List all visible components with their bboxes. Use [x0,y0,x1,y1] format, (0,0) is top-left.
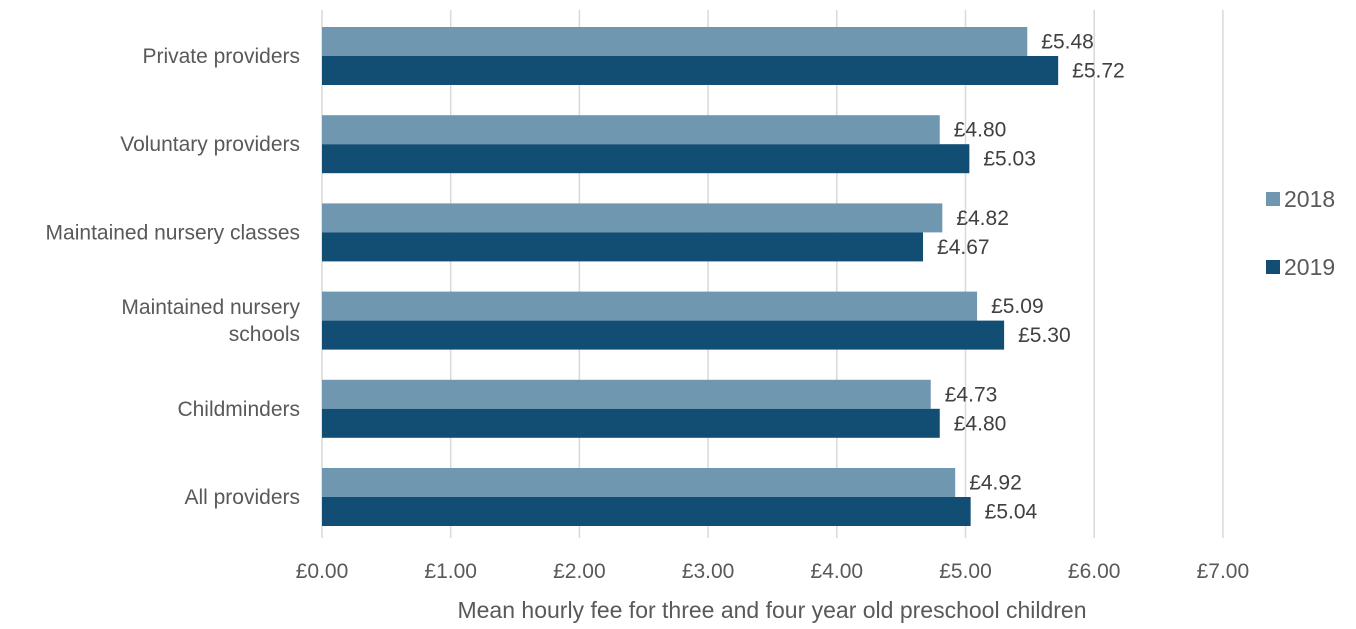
bar-2018 [322,379,931,409]
bar-2019 [322,144,970,174]
x-tick-label: £2.00 [553,560,606,583]
bar-2018 [322,291,978,321]
legend-swatch-2019 [1266,260,1280,274]
category-label: Childminders [177,398,300,421]
data-label-2018: £4.73 [945,383,998,406]
data-label-2018: £4.92 [969,472,1022,495]
category-label: Private providers [142,45,300,68]
x-tick-label: £5.00 [939,560,992,583]
bar-2019 [322,408,940,438]
category-label: All providers [184,486,300,509]
bar-2018 [322,468,956,497]
data-label-2018: £4.82 [956,207,1009,230]
data-label-2019: £5.72 [1072,60,1125,83]
x-axis-title: Mean hourly fee for three and four year … [457,597,1086,623]
x-tick-label: £0.00 [296,560,349,583]
legend-swatch-2018 [1266,192,1280,206]
x-tick-label: £4.00 [811,560,864,583]
bar-2018 [322,203,943,233]
data-label-2019: £5.03 [983,148,1036,171]
category-label: Maintained nursery schools [121,296,300,346]
x-tick-label: £1.00 [424,560,477,583]
legend-label-2019: 2019 [1284,254,1335,280]
bar-2018 [322,27,1028,56]
category-label: Maintained nursery classes [46,221,300,244]
data-label-2019: £4.80 [954,412,1007,435]
data-label-2019: £4.67 [937,236,990,259]
data-label-2018: £4.80 [954,119,1007,142]
bar-2018 [322,115,940,145]
bar-2019 [322,56,1059,85]
data-label-2019: £5.30 [1018,324,1071,347]
x-tick-label: £6.00 [1068,560,1121,583]
bar-2019 [322,497,971,526]
data-label-2018: £5.09 [991,295,1044,318]
x-tick-label: £3.00 [682,560,735,583]
category-label: Voluntary providers [120,133,300,156]
legend-label-2018: 2018 [1284,186,1335,212]
data-label-2018: £5.48 [1041,31,1094,54]
x-tick-label: £7.00 [1197,560,1250,583]
bar-2019 [322,320,1005,350]
data-label-2019: £5.04 [985,501,1038,524]
bar-2019 [322,232,924,262]
